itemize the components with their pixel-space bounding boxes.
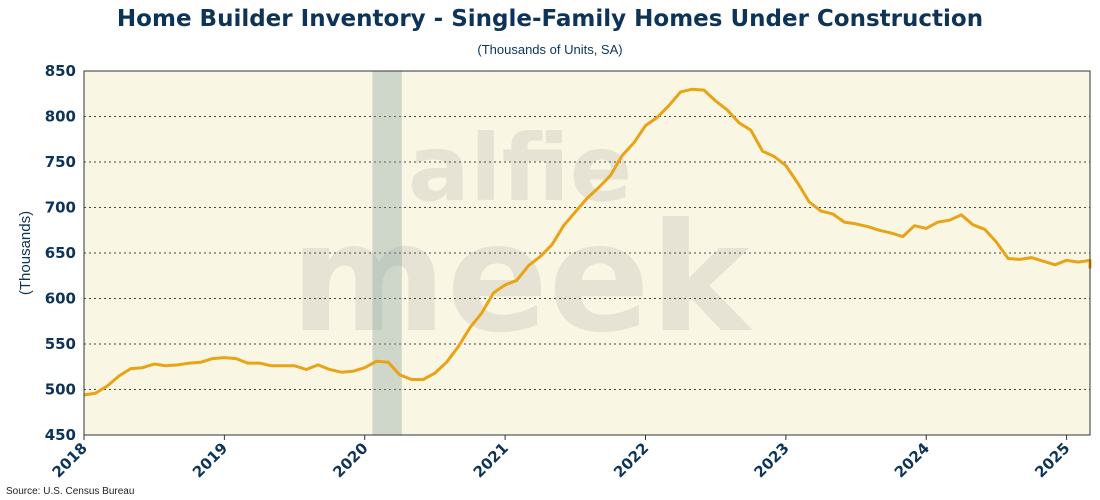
y-axis-ticks: 450 500 550 600 650 700 750 800 850 — [45, 62, 76, 444]
x-tick-label: 2020 — [329, 439, 371, 481]
y-tick-label: 800 — [45, 108, 76, 126]
plot-area — [84, 71, 1090, 435]
y-tick-label: 750 — [45, 153, 76, 171]
y-axis-label: (Thousands) — [17, 211, 34, 295]
x-tick-label: 2024 — [891, 439, 933, 481]
chart-subtitle: (Thousands of Units, SA) — [477, 42, 623, 57]
chart-title: Home Builder Inventory - Single-Family H… — [116, 6, 984, 32]
x-tick-label: 2021 — [470, 439, 512, 481]
y-tick-label: 550 — [45, 335, 76, 353]
y-tick-label: 850 — [45, 62, 76, 80]
x-tick-label: 2023 — [750, 439, 792, 481]
source-note: Source: U.S. Census Bureau — [6, 486, 135, 497]
y-tick-label: 700 — [45, 199, 76, 217]
plot-frame — [83, 70, 1091, 436]
watermark-word: meek — [290, 192, 753, 366]
x-tick-label: 2018 — [49, 439, 91, 481]
shaded-period — [372, 71, 402, 435]
y-tick-label: 450 — [45, 426, 76, 444]
y-tick-label: 500 — [45, 381, 76, 399]
y-tick-label: 650 — [45, 244, 76, 262]
x-tick-label: 2025 — [1031, 439, 1073, 481]
x-tick-label: 2022 — [610, 439, 652, 481]
series-line — [83, 87, 1092, 397]
x-tick-label: 2019 — [189, 439, 231, 481]
x-axis-ticks: 2018 2019 2020 2021 2022 2023 2024 2025 — [49, 435, 1073, 481]
watermark-word: alfie — [408, 115, 632, 222]
y-tick-label: 600 — [45, 290, 76, 308]
